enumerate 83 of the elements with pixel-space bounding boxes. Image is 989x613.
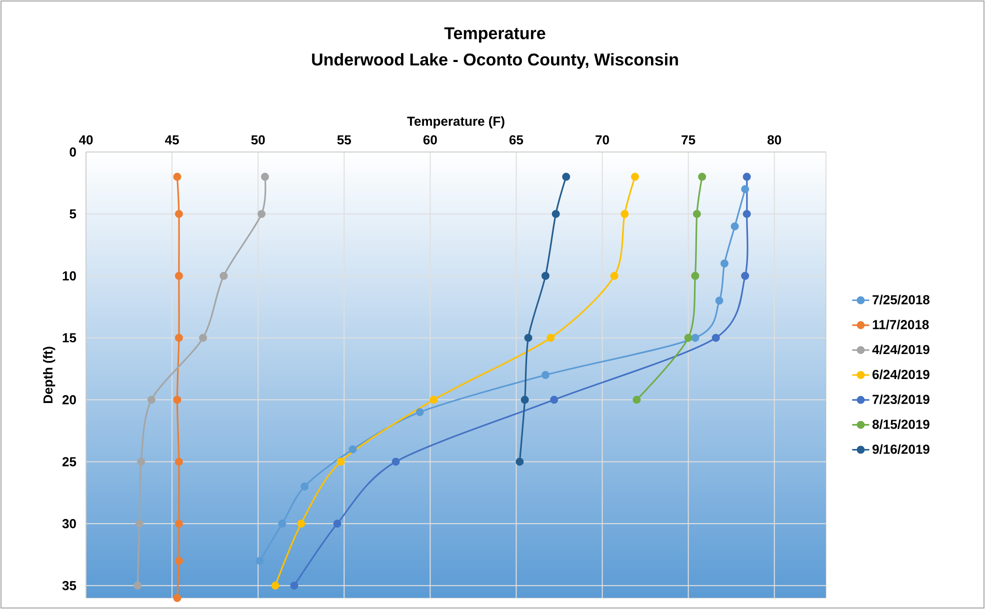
point <box>684 334 692 342</box>
legend-label: 4/24/2019 <box>872 344 930 354</box>
x-tick-label: 45 <box>165 135 179 144</box>
point <box>430 396 438 404</box>
point <box>730 222 739 230</box>
point <box>134 582 142 590</box>
point <box>742 172 751 181</box>
point <box>692 210 701 218</box>
y-tick-label: 20 <box>62 395 76 404</box>
point <box>546 334 555 342</box>
x-tick-label: 65 <box>509 135 524 144</box>
point <box>174 334 183 342</box>
legend-label: 11/7/2018 <box>872 320 929 330</box>
point <box>336 458 345 466</box>
x-tick-label: 50 <box>251 135 265 144</box>
point <box>698 172 706 181</box>
legend-label: 8/15/2019 <box>872 419 930 430</box>
point <box>278 520 286 528</box>
point <box>260 172 269 181</box>
point <box>562 172 570 181</box>
point <box>173 396 182 404</box>
point <box>300 482 309 490</box>
point <box>541 272 550 280</box>
point <box>715 296 724 305</box>
point <box>174 556 183 565</box>
point <box>333 520 342 528</box>
point <box>297 520 306 528</box>
point <box>741 185 750 194</box>
point <box>712 334 720 342</box>
point <box>632 396 641 404</box>
point <box>630 172 639 181</box>
x-tick-label: 60 <box>423 135 437 144</box>
legend-label: 7/23/2019 <box>872 394 930 404</box>
x-tick-label: 80 <box>768 135 782 144</box>
point <box>173 172 182 181</box>
legend-label: 6/24/2019 <box>872 370 930 380</box>
y-tick-label: 5 <box>70 209 76 218</box>
point <box>742 210 751 218</box>
point <box>174 210 183 218</box>
point <box>174 520 183 528</box>
point <box>348 445 357 454</box>
point <box>220 272 228 280</box>
legend-label: 7/25/2018 <box>872 294 930 304</box>
y-tick-label: 15 <box>62 333 76 342</box>
point <box>416 408 424 416</box>
y-tick-label: 35 <box>62 580 76 590</box>
point <box>541 370 550 379</box>
x-tick-label: 75 <box>682 135 696 144</box>
y-tick-label: 25 <box>62 457 76 466</box>
point <box>552 210 560 218</box>
point <box>620 210 629 218</box>
point <box>741 272 750 280</box>
chart-title: Temperature <box>444 27 546 43</box>
x-tick-label: 40 <box>78 135 93 144</box>
point <box>174 458 183 466</box>
point <box>173 594 182 602</box>
x-tick-label: 55 <box>337 135 352 144</box>
point <box>199 334 208 342</box>
y-tick-label: 0 <box>70 147 76 157</box>
point <box>516 458 524 466</box>
point <box>271 582 280 590</box>
chart-subtitle: Underwood Lake - Oconto County, Wisconsin <box>312 53 678 69</box>
point <box>691 272 700 280</box>
point <box>524 334 532 342</box>
y-axis-title: Depth (ft) <box>43 346 56 404</box>
y-tick-label: 30 <box>62 519 76 528</box>
legend-label: 9/16/2019 <box>872 444 930 454</box>
point <box>258 210 266 218</box>
point <box>174 272 183 280</box>
point <box>550 396 558 404</box>
point <box>720 260 728 268</box>
point <box>691 334 700 342</box>
y-tick-label: 10 <box>62 271 76 280</box>
point <box>610 272 618 280</box>
x-tick-label: 70 <box>596 135 609 144</box>
point <box>256 556 264 565</box>
point <box>137 458 146 466</box>
point <box>392 458 400 466</box>
point <box>147 396 156 404</box>
x-axis-title: Temperature (F) <box>407 116 504 128</box>
point <box>290 582 298 590</box>
point <box>135 520 144 528</box>
point <box>520 396 529 404</box>
